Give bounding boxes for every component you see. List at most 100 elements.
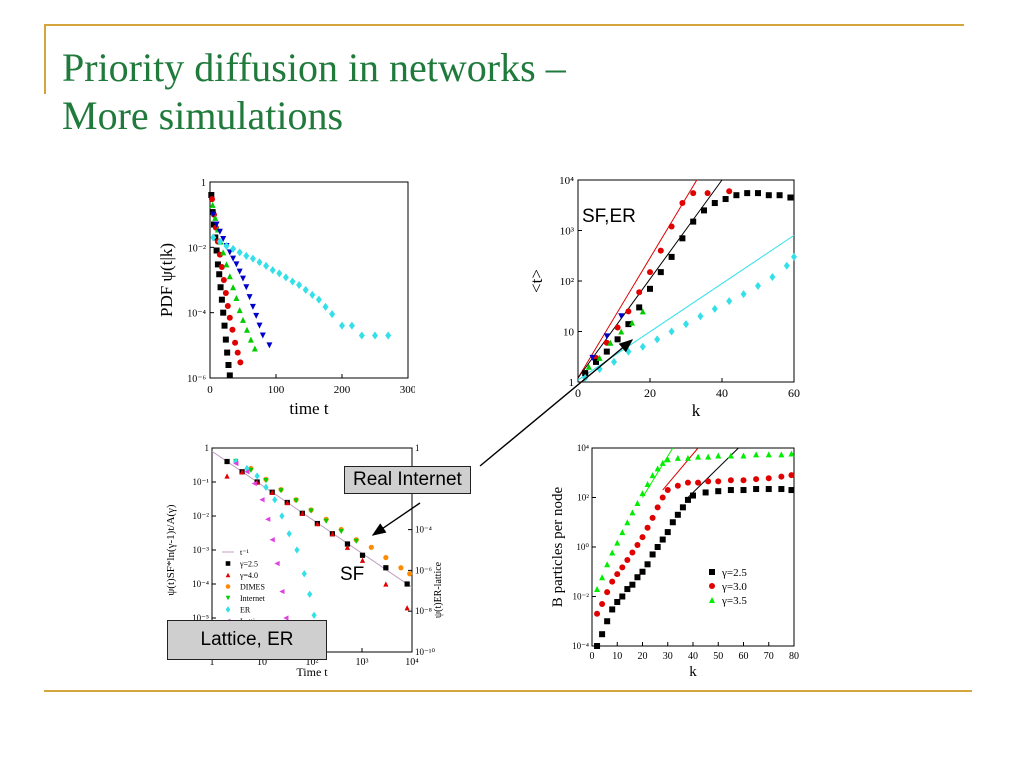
x-tick-label: 0 <box>590 651 595 662</box>
data-point <box>769 273 776 282</box>
data-point <box>697 312 704 321</box>
legend-label: γ=3.5 <box>721 595 747 607</box>
data-point <box>609 549 616 556</box>
legend-swatch <box>225 572 231 578</box>
data-point <box>596 365 603 374</box>
fit-line <box>642 447 674 498</box>
bottom-rule <box>44 690 972 692</box>
data-point <box>284 499 290 506</box>
data-point <box>344 544 351 550</box>
data-point <box>603 348 610 355</box>
data-point <box>582 370 589 377</box>
data-point <box>224 458 230 465</box>
data-point <box>664 487 671 494</box>
legend-label: γ=4.0 <box>239 571 258 580</box>
data-point <box>695 479 702 486</box>
data-point <box>701 207 707 214</box>
data-point <box>787 194 794 201</box>
data-point <box>208 196 215 203</box>
data-point <box>634 574 641 581</box>
data-point <box>625 308 632 315</box>
data-point <box>765 486 772 493</box>
data-point <box>649 551 656 558</box>
data-point <box>753 451 760 458</box>
data-point <box>323 518 329 524</box>
fit-line <box>577 179 723 379</box>
x-tick-label: 20 <box>638 651 648 662</box>
y-tick-label: 10 <box>563 327 575 339</box>
data-point <box>614 598 621 605</box>
data-point <box>404 581 410 587</box>
y-tick-label: 10³ <box>560 226 575 238</box>
data-point <box>216 237 223 246</box>
data-point <box>753 486 760 493</box>
data-point <box>791 252 797 261</box>
legend-label: ER <box>240 606 251 615</box>
data-point <box>604 561 611 568</box>
data-point <box>294 546 300 554</box>
x-tick-label: 10³ <box>356 657 369 668</box>
data-point <box>695 453 702 460</box>
fit-line <box>577 179 698 379</box>
x-axis-label: k <box>689 664 697 680</box>
data-point <box>585 363 592 370</box>
y-tick-label: 10⁻⁴ <box>187 309 206 320</box>
data-point <box>765 192 772 199</box>
data-point <box>359 552 366 558</box>
data-point <box>788 472 795 479</box>
data-point <box>210 233 217 242</box>
x-axis-label: Time t <box>296 665 328 678</box>
data-point <box>614 571 621 578</box>
data-point <box>659 459 666 466</box>
data-point <box>218 264 225 271</box>
pdf-chart: 0 100 200 300 10⁻⁶ 10⁻⁴ 10⁻² 1 time t PDF ψ(t|k) <box>150 172 415 427</box>
data-point <box>348 321 355 330</box>
data-point <box>690 218 697 225</box>
x-tick-label: 300 <box>400 384 415 396</box>
data-point <box>220 249 227 256</box>
data-point <box>618 328 625 335</box>
data-point <box>276 269 283 278</box>
data-point <box>659 536 666 543</box>
data-point <box>309 290 316 299</box>
lattice-er-callout: Lattice, ER <box>167 620 327 660</box>
y-right-tick-label: 10⁻⁶ <box>415 565 432 575</box>
data-point <box>249 254 256 263</box>
data-point <box>593 358 599 365</box>
x-tick-label: 40 <box>688 651 698 662</box>
y-right-tick-label: 1 <box>415 443 420 453</box>
data-point <box>644 481 651 488</box>
data-point <box>213 247 220 254</box>
plot-frame <box>209 181 409 379</box>
slide-title: Priority diffusion in networks – More si… <box>62 44 566 140</box>
data-point <box>226 273 233 280</box>
data-point <box>289 277 296 286</box>
data-point <box>744 190 751 197</box>
data-point <box>385 331 392 340</box>
y-tick-label: 10² <box>560 276 575 288</box>
data-point <box>212 214 219 221</box>
data-point <box>609 606 616 613</box>
data-point <box>755 281 761 290</box>
data-point <box>209 201 216 208</box>
data-point <box>636 289 643 296</box>
data-point <box>614 324 621 331</box>
data-point <box>599 574 606 581</box>
legend-label: γ=2.5 <box>721 567 747 579</box>
data-point <box>254 472 260 480</box>
data-point <box>607 339 614 346</box>
data-point <box>644 561 651 568</box>
data-point <box>727 487 734 494</box>
data-point <box>674 454 681 461</box>
data-point <box>765 451 772 458</box>
data-point <box>213 221 220 228</box>
data-point <box>604 589 611 596</box>
y-tick-label: 1 <box>201 178 206 189</box>
data-point <box>727 452 734 459</box>
x-tick-label: 60 <box>788 386 800 400</box>
data-point <box>224 302 231 309</box>
data-point <box>618 313 625 320</box>
data-point <box>783 261 790 270</box>
data-point <box>778 486 785 493</box>
